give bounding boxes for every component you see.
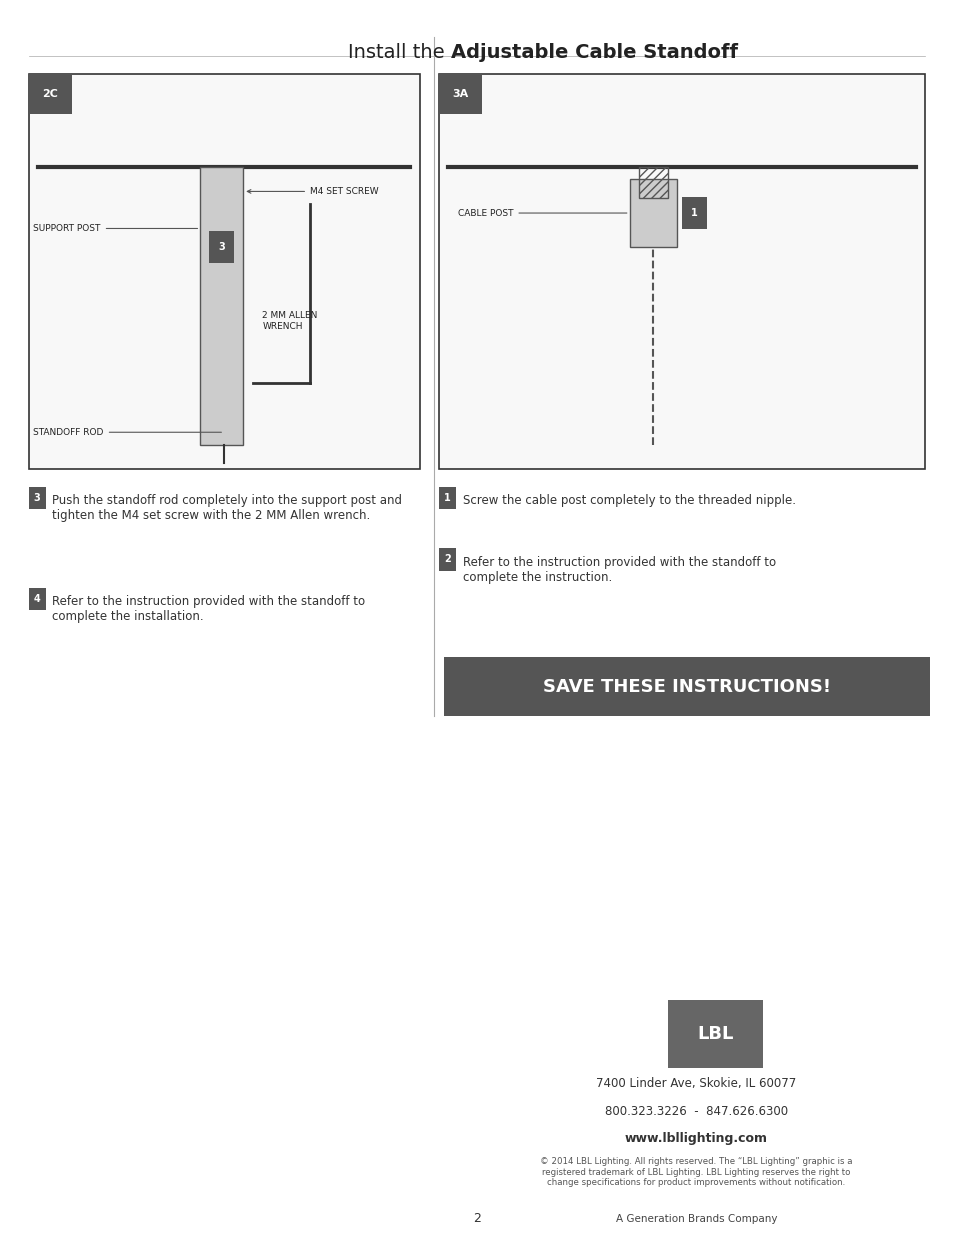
Text: CABLE POST: CABLE POST (457, 209, 626, 217)
Text: 3: 3 (218, 242, 225, 252)
Bar (209, 231, 233, 263)
Text: Refer to the instruction provided with the standoff to
complete the instruction.: Refer to the instruction provided with t… (462, 556, 775, 584)
Text: © 2014 LBL Lighting. All rights reserved. The “LBL Lighting” graphic is a
regist: © 2014 LBL Lighting. All rights reserved… (539, 1157, 852, 1187)
Text: 2: 2 (443, 555, 451, 564)
Text: LBL: LBL (697, 1025, 733, 1044)
Text: Adjustable Cable Standoff: Adjustable Cable Standoff (451, 43, 738, 62)
Bar (639, 167, 667, 198)
Text: SAVE THESE INSTRUCTIONS!: SAVE THESE INSTRUCTIONS! (542, 678, 830, 695)
Text: 1: 1 (690, 207, 698, 219)
Text: 3: 3 (33, 493, 41, 503)
Bar (443, 657, 929, 716)
Text: 7400 Linder Ave, Skokie, IL 60077: 7400 Linder Ave, Skokie, IL 60077 (596, 1077, 796, 1091)
Text: Install the: Install the (348, 43, 451, 62)
Bar (200, 167, 243, 445)
Bar (629, 179, 677, 247)
Bar (681, 198, 706, 230)
Text: Screw the cable post completely to the threaded nipple.: Screw the cable post completely to the t… (462, 494, 795, 508)
Bar (29, 588, 46, 610)
Text: STANDOFF ROD: STANDOFF ROD (33, 427, 221, 437)
Bar (438, 74, 481, 114)
Bar (667, 1000, 762, 1068)
Text: 4: 4 (33, 594, 41, 604)
Text: 2C: 2C (42, 89, 58, 99)
Text: www.lbllighting.com: www.lbllighting.com (624, 1132, 767, 1146)
Bar (438, 548, 456, 571)
Text: M4 SET SCREW: M4 SET SCREW (247, 186, 378, 196)
Text: 3A: 3A (452, 89, 468, 99)
Text: 2 MM ALLEN
WRENCH: 2 MM ALLEN WRENCH (262, 311, 317, 331)
Bar (438, 74, 924, 469)
Text: 800.323.3226  -  847.626.6300: 800.323.3226 - 847.626.6300 (604, 1105, 787, 1119)
Text: 1: 1 (443, 493, 451, 503)
Text: Push the standoff rod completely into the support post and
tighten the M4 set sc: Push the standoff rod completely into th… (52, 494, 402, 522)
Text: 2: 2 (473, 1212, 480, 1225)
Text: A Generation Brands Company: A Generation Brands Company (615, 1214, 777, 1224)
Bar (29, 74, 71, 114)
Bar (438, 487, 456, 509)
Text: SUPPORT POST: SUPPORT POST (33, 224, 197, 233)
Text: Refer to the instruction provided with the standoff to
complete the installation: Refer to the instruction provided with t… (52, 595, 365, 624)
Bar (29, 74, 419, 469)
Bar (29, 487, 46, 509)
